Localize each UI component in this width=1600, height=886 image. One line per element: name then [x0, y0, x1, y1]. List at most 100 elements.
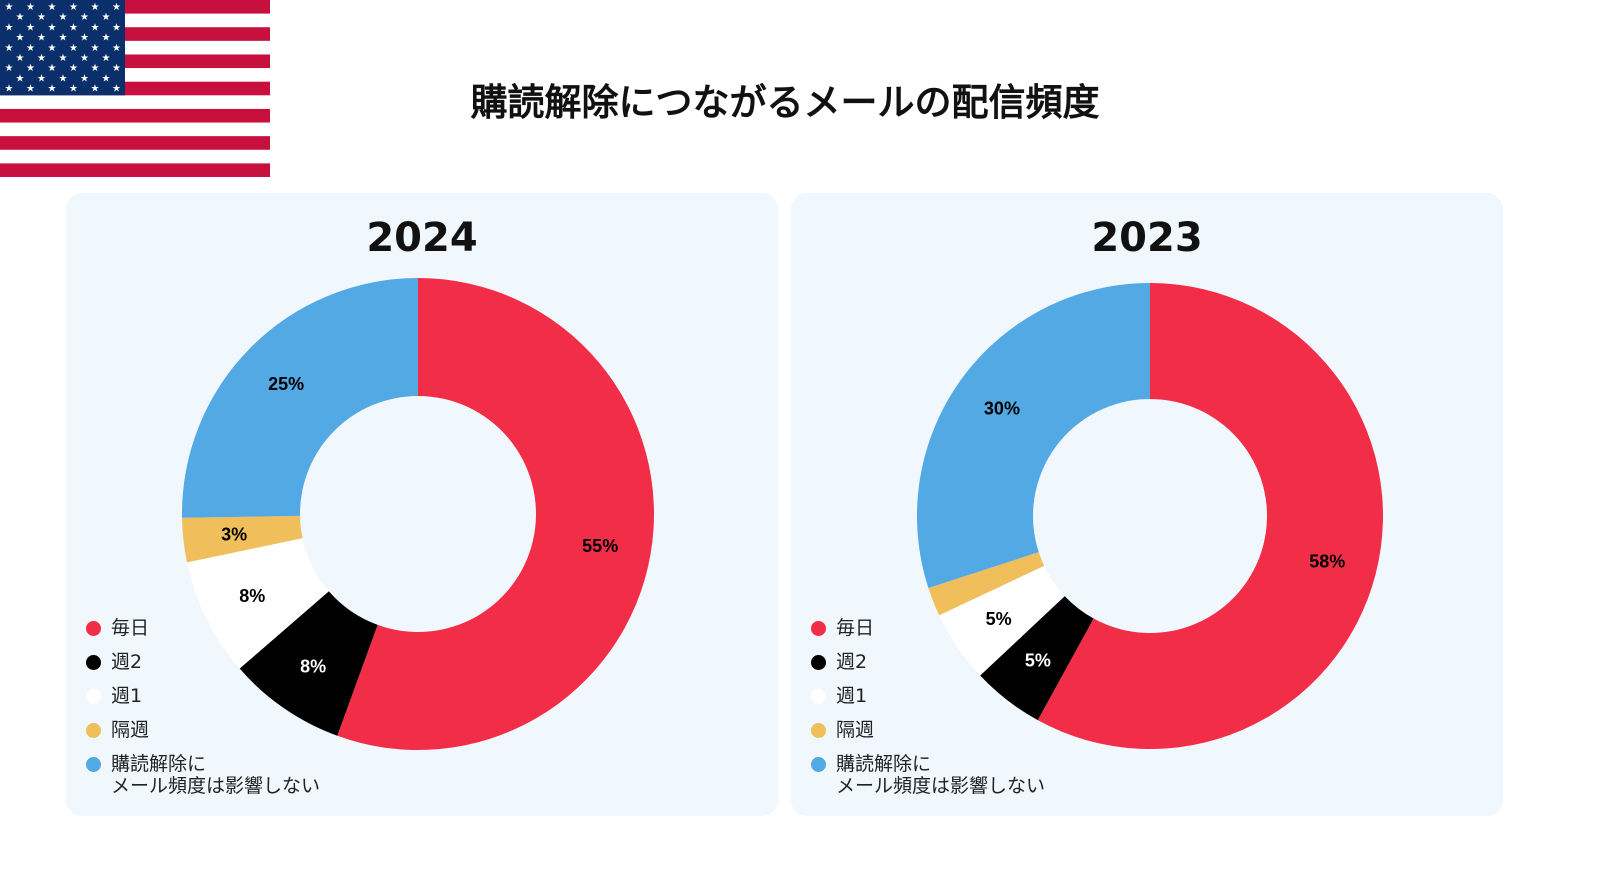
svg-text:★: ★: [16, 73, 25, 84]
slice-1: [980, 596, 1094, 721]
svg-text:★: ★: [37, 53, 46, 64]
slice-2: [939, 565, 1065, 676]
svg-text:★: ★: [59, 53, 68, 64]
legend-dot-icon: [86, 689, 101, 704]
svg-text:★: ★: [48, 22, 57, 33]
svg-text:★: ★: [69, 84, 78, 95]
legend-item: 購読解除に メール頻度は影響しない: [811, 753, 1045, 797]
chart-panel-2023: 58% 5% 5% 30% 2023 毎日週2 週1 隔週購読解除に メール頻度は影響しな…: [791, 193, 1503, 816]
donut-chart-2023: 58% 5% 5% 30%: [917, 283, 1383, 749]
legend: 毎日週2 週1 隔週購読解除に メール頻度は影響しない: [86, 617, 320, 797]
svg-text:★: ★: [80, 73, 89, 84]
svg-text:★: ★: [112, 84, 121, 95]
legend-item: 週1: [811, 685, 1045, 719]
slice-0: [1037, 283, 1383, 749]
legend-item: 隔週: [86, 719, 320, 753]
legend-label: 毎日: [836, 617, 875, 639]
data-label: 3%: [221, 525, 247, 545]
slice-3: [182, 515, 303, 563]
data-label: 30%: [984, 398, 1020, 418]
svg-text:★: ★: [80, 33, 89, 44]
data-label: 8%: [239, 586, 265, 606]
svg-text:★: ★: [16, 33, 25, 44]
svg-text:★: ★: [26, 22, 35, 33]
svg-text:★: ★: [48, 2, 57, 13]
legend-item: 週2: [86, 651, 320, 685]
legend-label: 購読解除に メール頻度は影響しない: [111, 753, 321, 797]
chart-panel-2024: 55% 8% 8% 3% 25% 2024 毎日週2 週1 隔週購読解除に メール頻度は影響…: [66, 193, 778, 816]
slice-2: [187, 538, 329, 669]
legend-item: 毎日: [86, 617, 320, 651]
svg-text:★: ★: [26, 2, 35, 13]
slice-1: [239, 591, 378, 736]
legend-label: 購読解除に メール頻度は影響しない: [836, 753, 1046, 797]
data-label: 5%: [1025, 651, 1051, 671]
svg-text:★: ★: [69, 63, 78, 74]
legend-dot-icon: [86, 757, 101, 772]
legend-item: 週1: [86, 685, 320, 719]
data-label: 5%: [986, 609, 1012, 629]
svg-text:★: ★: [37, 73, 46, 84]
svg-text:★: ★: [59, 12, 68, 23]
svg-text:★: ★: [91, 43, 100, 54]
slice-4: [917, 283, 1150, 589]
svg-text:★: ★: [80, 53, 89, 64]
svg-text:★: ★: [48, 84, 57, 95]
data-label: 25%: [268, 374, 304, 394]
chart-title: 2024: [366, 215, 478, 261]
legend-dot-icon: [86, 655, 101, 670]
legend-label: 週1: [836, 685, 868, 707]
legend-label: 週1: [111, 685, 143, 707]
svg-text:★: ★: [91, 22, 100, 33]
legend-label: 週2: [111, 651, 143, 673]
data-label: 58%: [1309, 552, 1345, 572]
svg-text:★: ★: [5, 2, 14, 13]
donut-chart-2024: 55% 8% 8% 3% 25%: [182, 278, 654, 750]
svg-text:★: ★: [112, 63, 121, 74]
slice-4: [182, 278, 418, 518]
svg-text:★: ★: [26, 43, 35, 54]
svg-text:★: ★: [5, 43, 14, 54]
legend-dot-icon: [811, 723, 826, 738]
svg-text:★: ★: [37, 33, 46, 44]
legend-dot-icon: [86, 723, 101, 738]
svg-text:★: ★: [102, 33, 111, 44]
legend: 毎日週2 週1 隔週購読解除に メール頻度は影響しない: [811, 617, 1045, 797]
legend-label: 毎日: [111, 617, 150, 639]
svg-text:★: ★: [59, 33, 68, 44]
svg-text:★: ★: [102, 73, 111, 84]
svg-text:★: ★: [48, 43, 57, 54]
slice-3: [928, 552, 1045, 616]
us-flag-icon: ★ ★ ★ ★ ★ ★★ ★ ★ ★ ★★ ★ ★ ★ ★ ★★ ★ ★ ★ ★★ ★ ★ ★ ★ ★★ ★ ★ ★ ★★ ★ ★ ★ ★ ★★…: [0, 0, 270, 177]
legend-dot-icon: [86, 621, 101, 636]
legend-dot-icon: [811, 621, 826, 636]
svg-text:★: ★: [16, 12, 25, 23]
svg-text:★: ★: [37, 12, 46, 23]
page-title: 購読解除につながるメールの配信頻度: [470, 81, 1100, 124]
svg-text:★: ★: [59, 73, 68, 84]
data-label: 8%: [300, 656, 326, 676]
legend-item: 毎日: [811, 617, 1045, 651]
legend-item: 購読解除に メール頻度は影響しない: [86, 753, 320, 797]
legend-label: 隔週: [111, 719, 150, 741]
svg-text:★: ★: [80, 12, 89, 23]
svg-text:★: ★: [112, 22, 121, 33]
svg-text:★: ★: [69, 43, 78, 54]
legend-label: 隔週: [836, 719, 875, 741]
svg-text:★: ★: [26, 84, 35, 95]
legend-label: 週2: [836, 651, 868, 673]
svg-text:★: ★: [91, 63, 100, 74]
svg-text:★: ★: [69, 22, 78, 33]
svg-text:★: ★: [5, 22, 14, 33]
svg-text:★: ★: [91, 2, 100, 13]
legend-item: 隔週: [811, 719, 1045, 753]
legend-dot-icon: [811, 757, 826, 772]
chart-title: 2023: [1091, 215, 1203, 261]
legend-dot-icon: [811, 689, 826, 704]
svg-text:★: ★: [48, 63, 57, 74]
svg-text:★: ★: [112, 2, 121, 13]
svg-text:★: ★: [112, 43, 121, 54]
legend-item: 週2: [811, 651, 1045, 685]
svg-text:★: ★: [16, 53, 25, 64]
data-label: 55%: [582, 536, 618, 556]
